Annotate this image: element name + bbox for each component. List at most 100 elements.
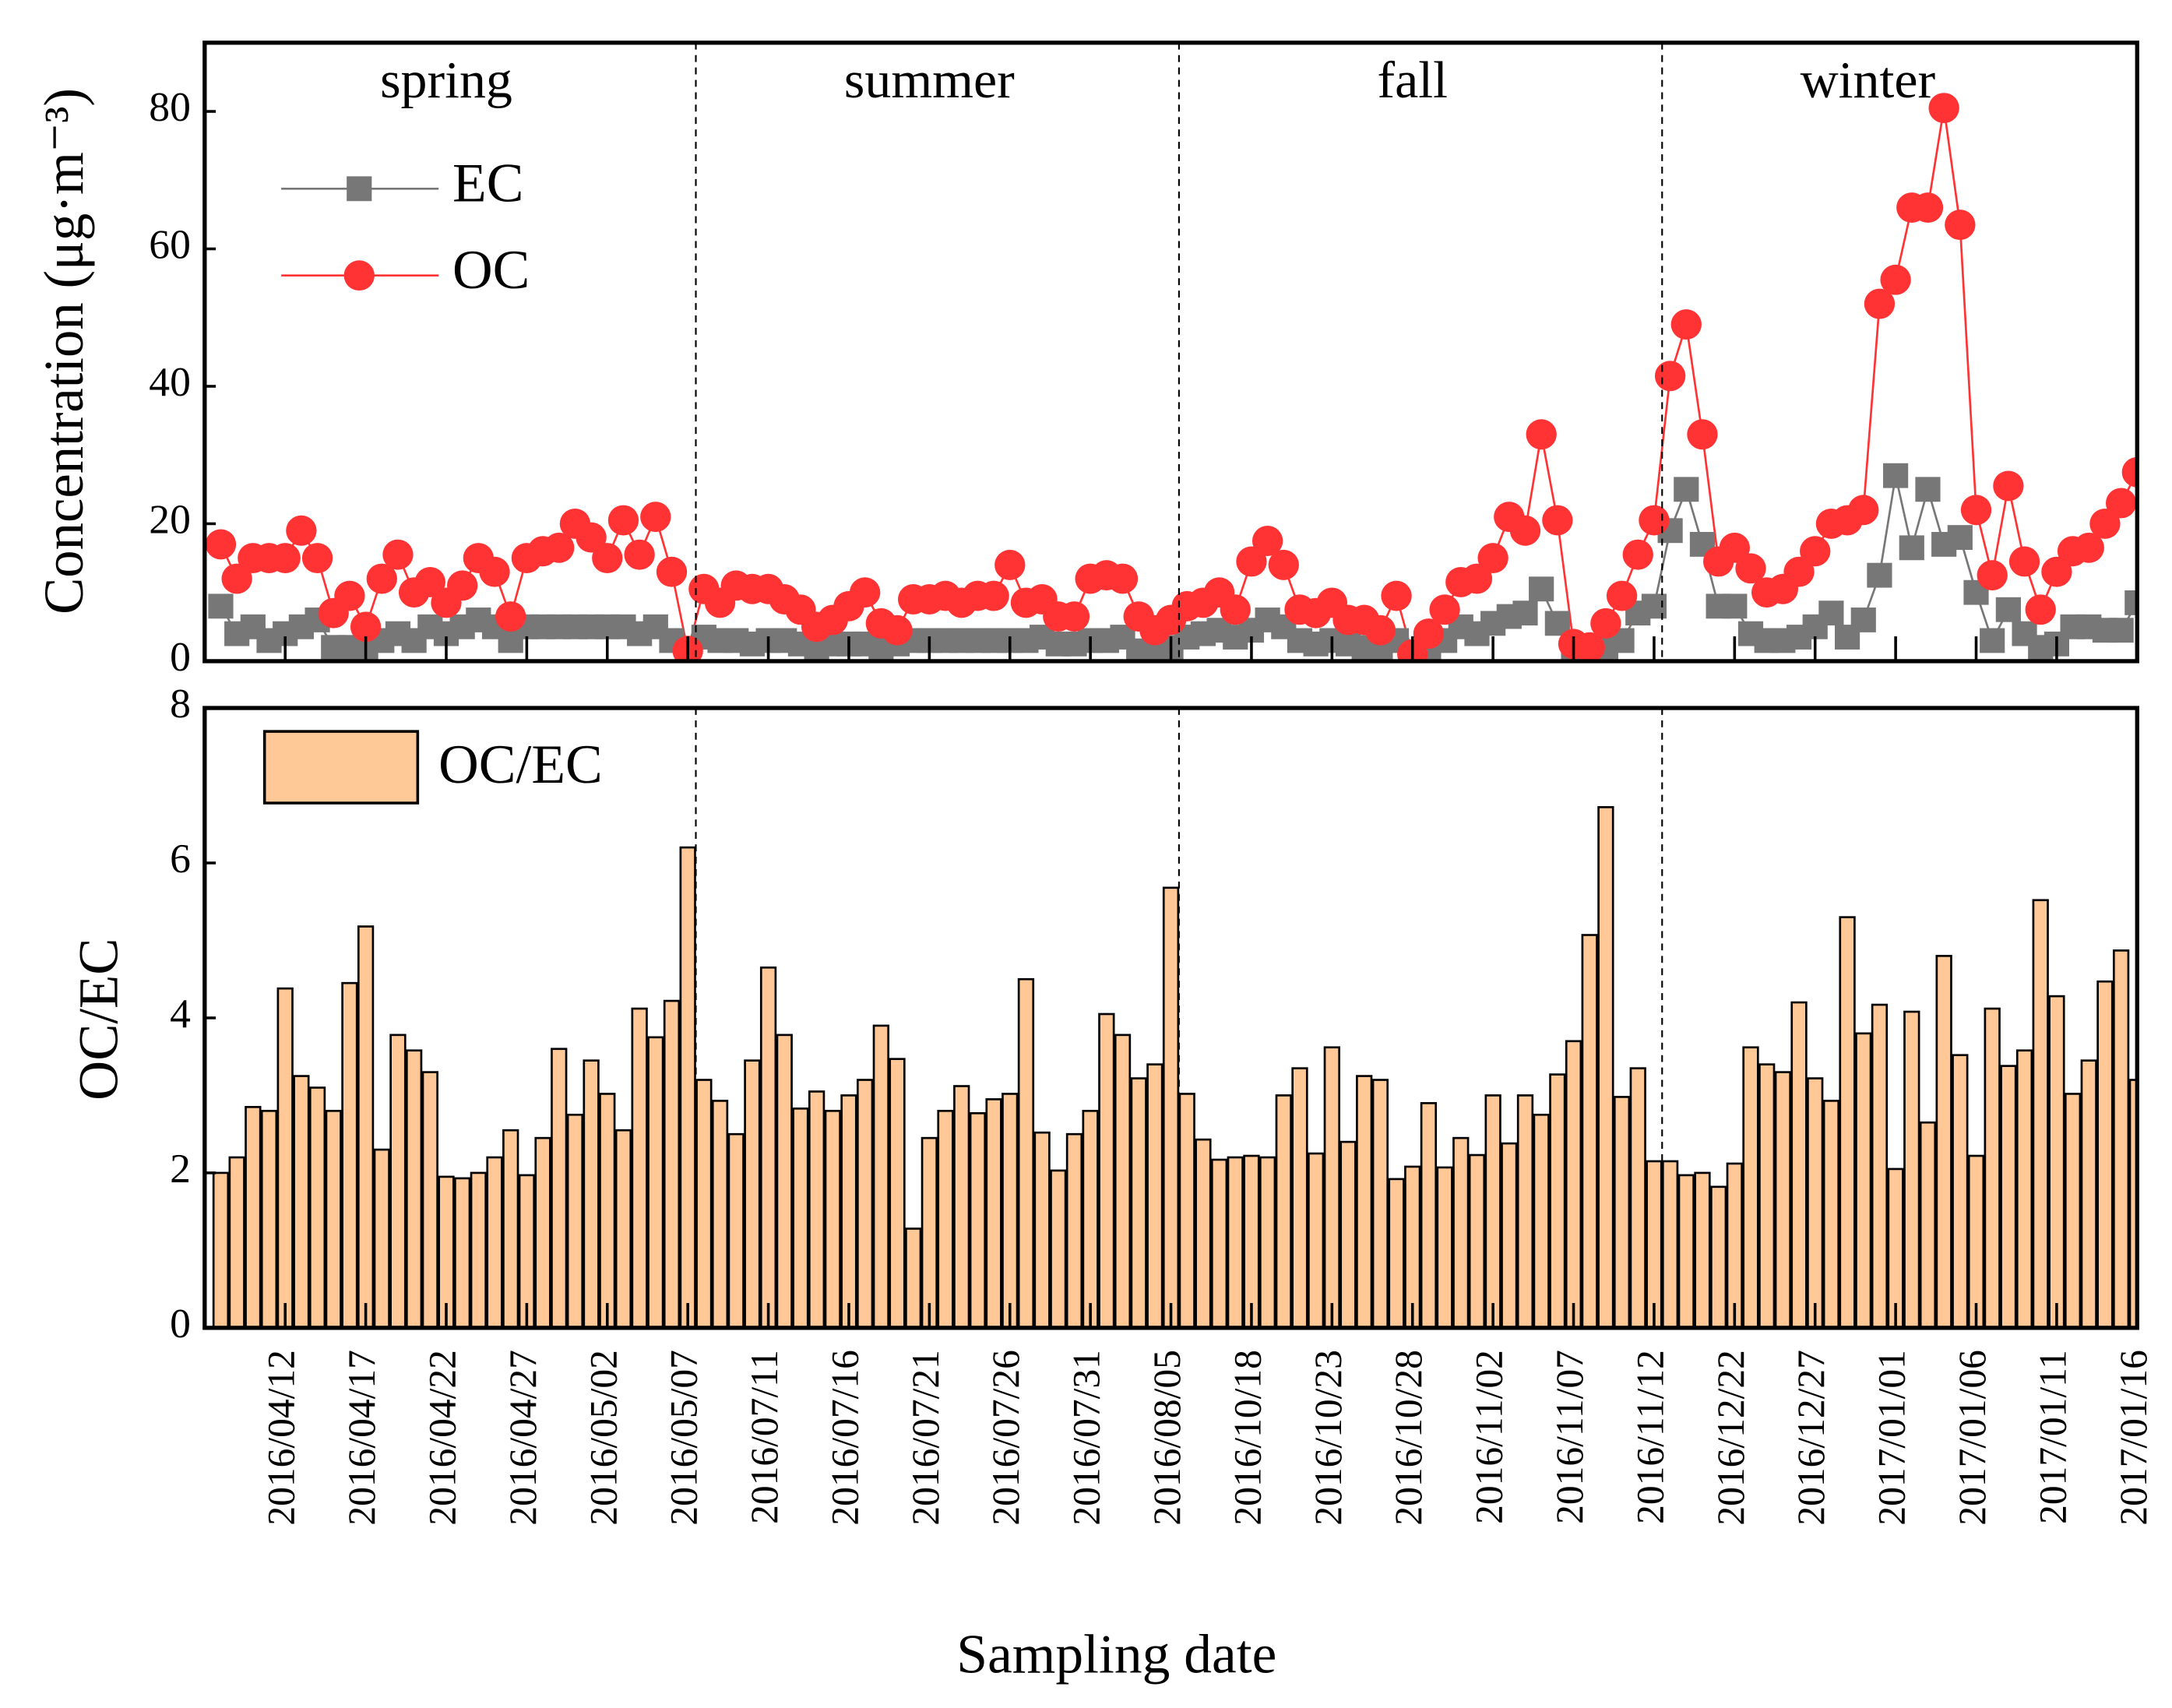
- x-tick-label: 2016/07/26: [984, 1350, 1027, 1525]
- legend-marker: [347, 176, 372, 202]
- bar: [614, 1129, 632, 1328]
- bar: [2048, 995, 2065, 1328]
- x-tick-label: 2016/05/07: [662, 1350, 705, 1525]
- bar: [1549, 1073, 1566, 1328]
- marker: [2108, 618, 2134, 643]
- marker: [1529, 576, 1554, 602]
- marker: [2025, 594, 2056, 625]
- x-tick-label: 2016/07/16: [823, 1350, 866, 1525]
- marker: [994, 549, 1026, 580]
- bar: [631, 1007, 648, 1328]
- bar: [1291, 1067, 1308, 1328]
- bar: [2128, 1079, 2138, 1328]
- x-tick-label: 2016/08/05: [1146, 1350, 1188, 1525]
- marker: [544, 532, 575, 563]
- x-tick-label: 2016/11/07: [1548, 1350, 1591, 1524]
- bar: [2080, 1059, 2097, 1328]
- bar: [1710, 1185, 1727, 1328]
- marker: [1993, 470, 2024, 502]
- y-tick-label: 60: [149, 221, 191, 268]
- marker: [1639, 505, 1670, 536]
- marker: [1574, 632, 1605, 661]
- y-tick-label: 0: [170, 633, 191, 680]
- season-label: fall: [1377, 51, 1448, 109]
- bar: [1050, 1169, 1067, 1328]
- marker: [2105, 488, 2137, 519]
- bar: [679, 846, 696, 1328]
- bar: [1356, 1075, 1373, 1328]
- legend-marker: [343, 260, 375, 291]
- bar: [1790, 1001, 1808, 1328]
- bar: [566, 1113, 584, 1328]
- bar: [1581, 934, 1598, 1328]
- bar: [1227, 1156, 1244, 1328]
- marker: [1719, 532, 1750, 563]
- bar: [1807, 1077, 1824, 1328]
- bar: [212, 1171, 230, 1328]
- bar: [1195, 1138, 1212, 1328]
- marker: [1864, 288, 1896, 319]
- bar: [921, 1136, 938, 1328]
- bar: [2064, 1093, 2082, 1328]
- bar: [1613, 1096, 1631, 1328]
- marker: [1980, 628, 2005, 653]
- plot-frame: [202, 40, 2139, 664]
- marker: [1268, 549, 1299, 580]
- bar: [1468, 1153, 1486, 1328]
- marker: [1977, 560, 2008, 591]
- bar: [969, 1111, 987, 1328]
- bar: [1243, 1154, 1260, 1328]
- bar: [1258, 1156, 1276, 1328]
- marker: [1622, 539, 1653, 570]
- bar: [470, 1171, 488, 1328]
- bar: [1903, 1010, 1920, 1328]
- marker: [1995, 597, 2021, 622]
- marker: [624, 539, 655, 570]
- bar: [1516, 1094, 1534, 1328]
- bar: [1114, 1034, 1132, 1328]
- marker: [1364, 615, 1396, 646]
- x-tick-label: 2017/01/06: [1951, 1350, 1994, 1525]
- bar: [1984, 1007, 2001, 1328]
- marker: [205, 529, 237, 560]
- bar: [663, 999, 681, 1328]
- bar: [937, 1110, 954, 1328]
- bar: [1887, 1167, 1904, 1328]
- bar: [1661, 1160, 1679, 1328]
- bar: [1726, 1162, 1743, 1328]
- marker: [1928, 93, 1959, 124]
- marker: [640, 502, 671, 533]
- marker: [1509, 515, 1541, 546]
- bar: [647, 1036, 664, 1328]
- marker: [2008, 546, 2040, 577]
- marker: [1960, 495, 1992, 526]
- marker: [1912, 192, 1944, 224]
- x-tick-label: 2016/12/22: [1709, 1350, 1752, 1525]
- bar: [1629, 1067, 1646, 1328]
- marker: [1590, 607, 1621, 639]
- marker: [978, 580, 1009, 611]
- marker: [607, 505, 639, 536]
- marker: [1542, 505, 1573, 536]
- bar: [341, 981, 358, 1328]
- marker: [1413, 618, 1445, 650]
- marker: [1477, 543, 1508, 574]
- y-axis-title: OC/EC: [69, 939, 129, 1101]
- bar: [1967, 1154, 1985, 1328]
- bar: [1017, 977, 1035, 1328]
- bar: [245, 1106, 262, 1328]
- marker: [849, 577, 881, 608]
- season-label: summer: [844, 51, 1015, 109]
- legend-swatch: [262, 730, 420, 805]
- marker: [208, 593, 234, 619]
- marker: [1251, 526, 1283, 556]
- bar: [1323, 1046, 1340, 1328]
- y-tick-label: 6: [170, 835, 191, 882]
- bar: [1146, 1063, 1163, 1328]
- marker: [2089, 508, 2121, 539]
- marker: [1722, 593, 1748, 619]
- legend-label: EC: [452, 153, 523, 214]
- x-tick-label: 2017/01/16: [2112, 1350, 2155, 1525]
- marker: [334, 580, 365, 611]
